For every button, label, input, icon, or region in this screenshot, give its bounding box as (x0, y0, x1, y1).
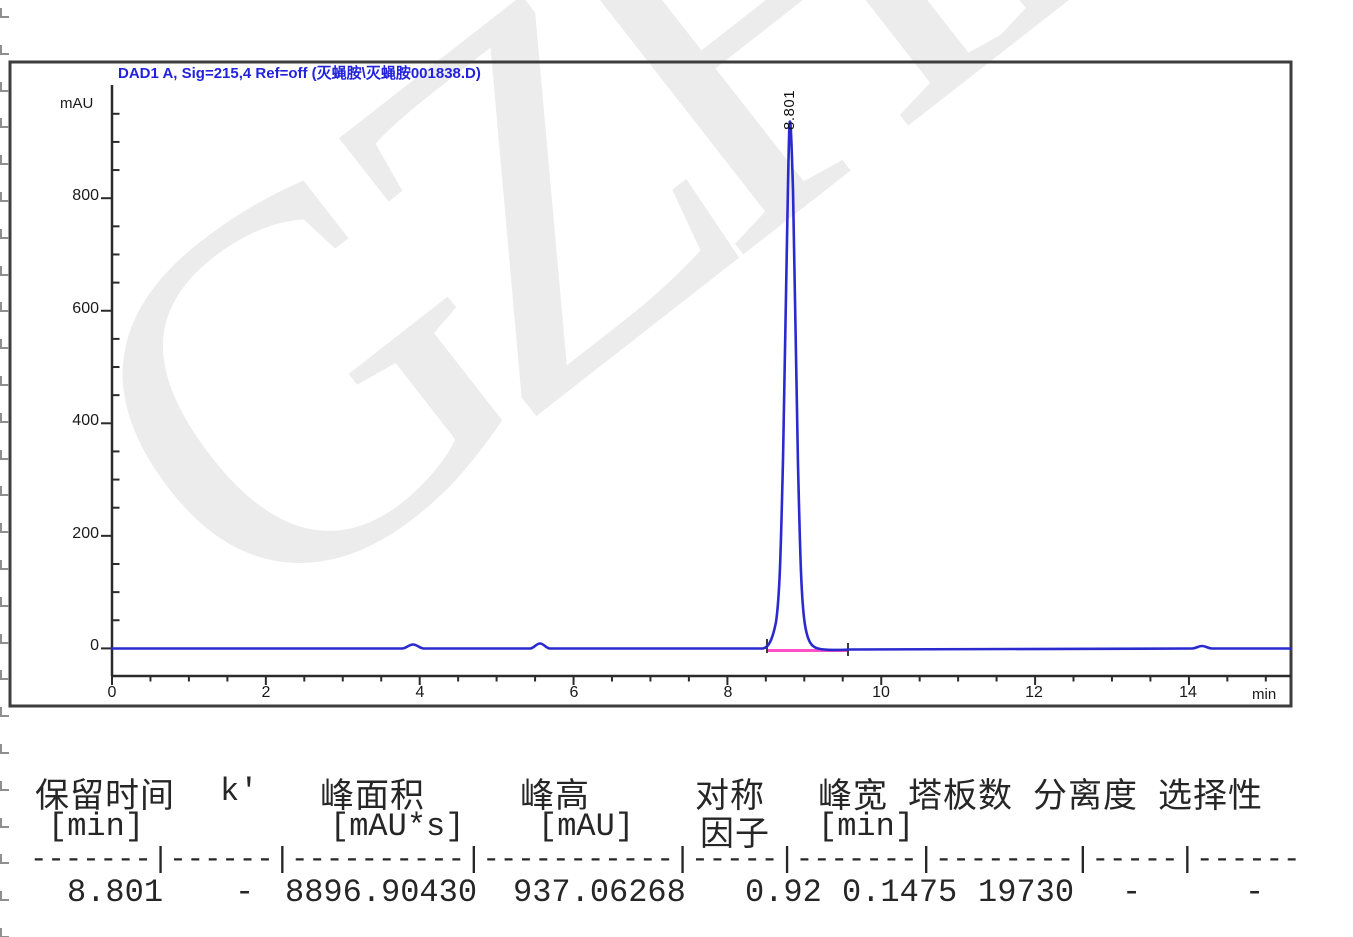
x-tick-12: 12 (1025, 684, 1043, 701)
left-ruler-mark (0, 854, 9, 865)
left-ruler-mark (0, 118, 9, 129)
y-tick-200: 200 (72, 525, 99, 542)
peak-retention-time-label: 8.801 (781, 89, 798, 130)
x-tick-0: 0 (107, 684, 117, 701)
left-ruler-mark (0, 817, 9, 828)
left-ruler-mark (0, 523, 9, 534)
col-header-retention-time: 保留时间 (35, 778, 175, 815)
chromatogram-trace (110, 120, 1293, 652)
left-ruler-mark (0, 596, 9, 607)
left-ruler-mark (0, 192, 9, 202)
left-ruler-mark (0, 302, 9, 313)
unit-retention-time: [min] (48, 808, 145, 845)
axis-ticks (101, 112, 1267, 685)
col-header-plates: 塔板数 (908, 778, 1013, 815)
left-ruler-mark (0, 228, 9, 239)
left-ruler-mark (0, 81, 9, 92)
left-ruler-mark (0, 780, 9, 791)
col-header-symmetry: 对称 (695, 778, 765, 815)
left-ruler-mark (0, 560, 9, 570)
value-selectivity: - (1245, 874, 1265, 911)
col-header-peak-height: 峰高 (520, 778, 590, 815)
y-axis-unit-label: mAU (60, 95, 94, 112)
x-axis-unit-label: min (1252, 686, 1277, 703)
x-tick-2: 2 (261, 684, 271, 701)
unit-peak-width: [min] (818, 808, 915, 845)
col-header-resolution: 分离度 (1033, 778, 1138, 815)
left-ruler-mark (0, 449, 9, 460)
value-peak-height: 937.06268 (513, 874, 686, 911)
x-tick-6: 6 (569, 684, 579, 701)
left-ruler-mark (0, 486, 9, 497)
left-ruler-mark (0, 265, 9, 276)
value-peak-area: 8896.90430 (285, 874, 478, 911)
left-ruler-mark (0, 412, 9, 423)
left-ruler-mark (0, 44, 9, 55)
col-header-peak-area: 峰面积 (320, 778, 425, 815)
value-symmetry: 0.92 (745, 874, 822, 911)
value-k-prime: - (235, 874, 255, 911)
value-plates: 19730 (978, 874, 1075, 911)
x-tick-10: 10 (872, 684, 890, 701)
left-ruler-mark (0, 707, 9, 718)
y-tick-0: 0 (90, 637, 99, 654)
value-retention-time: 8.801 (67, 874, 164, 911)
left-ruler-mark (0, 155, 9, 166)
col-header-k-prime: k' (220, 773, 259, 810)
left-ruler-mark (0, 376, 9, 386)
left-ruler-mark (0, 928, 9, 937)
x-tick-4: 4 (415, 684, 425, 701)
unit-peak-area: [mAU*s] (330, 808, 465, 845)
y-tick-600: 600 (72, 300, 99, 317)
left-ruler-mark (0, 8, 9, 18)
y-tick-400: 400 (72, 412, 99, 429)
col-header-symmetry-line2: 因子 (700, 816, 770, 853)
left-ruler-mark (0, 339, 9, 350)
unit-peak-height: [mAU] (538, 808, 635, 845)
y-tick-800: 800 (72, 187, 99, 204)
x-tick-8: 8 (723, 684, 733, 701)
left-ruler-mark (0, 891, 9, 902)
col-header-peak-width: 峰宽 (818, 778, 888, 815)
value-resolution: - (1122, 874, 1142, 911)
left-ruler-mark (0, 670, 9, 681)
value-peak-width: 0.1475 (842, 874, 958, 911)
x-tick-14: 14 (1179, 684, 1197, 701)
left-ruler-mark (0, 744, 9, 754)
signal-title: DAD1 A, Sig=215,4 Ref=off (灭蝇胺\灭蝇胺001838… (118, 65, 481, 82)
col-header-selectivity: 选择性 (1158, 778, 1263, 815)
left-ruler-mark (0, 633, 9, 644)
chart-frame (8, 60, 1293, 708)
table-separator-line: -------|------|----------|-----------|--… (30, 843, 1301, 876)
